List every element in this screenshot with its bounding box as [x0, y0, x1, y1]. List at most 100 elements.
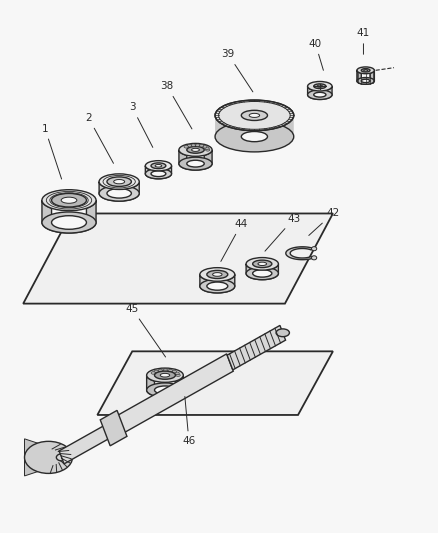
Ellipse shape	[145, 168, 171, 179]
Ellipse shape	[151, 163, 166, 168]
Polygon shape	[111, 354, 233, 436]
Ellipse shape	[356, 77, 374, 84]
Ellipse shape	[249, 114, 259, 117]
Ellipse shape	[179, 157, 212, 170]
Ellipse shape	[107, 189, 131, 198]
Ellipse shape	[206, 282, 227, 290]
Polygon shape	[146, 375, 183, 397]
Ellipse shape	[258, 262, 266, 265]
Polygon shape	[100, 410, 127, 446]
Ellipse shape	[311, 256, 316, 260]
Ellipse shape	[191, 144, 195, 147]
Ellipse shape	[61, 197, 77, 203]
Polygon shape	[199, 274, 234, 293]
Ellipse shape	[199, 279, 234, 293]
Ellipse shape	[51, 216, 86, 229]
Ellipse shape	[313, 92, 325, 97]
Ellipse shape	[191, 148, 199, 151]
Ellipse shape	[154, 386, 175, 394]
Ellipse shape	[154, 370, 158, 373]
Ellipse shape	[113, 180, 124, 184]
Ellipse shape	[276, 329, 289, 337]
Polygon shape	[151, 166, 166, 176]
Ellipse shape	[172, 370, 176, 373]
Ellipse shape	[42, 190, 96, 211]
Ellipse shape	[316, 85, 322, 87]
Polygon shape	[107, 182, 131, 198]
Polygon shape	[186, 150, 204, 167]
Polygon shape	[206, 274, 227, 290]
Ellipse shape	[241, 110, 267, 120]
Text: 41: 41	[356, 28, 369, 54]
Text: 2: 2	[85, 113, 113, 163]
Ellipse shape	[107, 177, 131, 187]
Ellipse shape	[151, 171, 166, 176]
Polygon shape	[313, 86, 325, 97]
Ellipse shape	[154, 371, 175, 379]
Ellipse shape	[176, 374, 180, 376]
Polygon shape	[179, 150, 212, 170]
Ellipse shape	[99, 174, 139, 189]
Polygon shape	[42, 200, 96, 233]
Ellipse shape	[195, 144, 199, 147]
Polygon shape	[215, 115, 293, 152]
Ellipse shape	[184, 146, 188, 148]
Ellipse shape	[179, 143, 212, 156]
Ellipse shape	[246, 267, 278, 280]
Polygon shape	[59, 421, 117, 464]
Ellipse shape	[145, 160, 171, 171]
Text: 43: 43	[265, 214, 300, 251]
Ellipse shape	[205, 147, 208, 149]
Ellipse shape	[168, 369, 172, 372]
Ellipse shape	[202, 146, 207, 148]
Polygon shape	[145, 166, 171, 179]
Ellipse shape	[51, 193, 86, 207]
Ellipse shape	[356, 67, 374, 74]
Ellipse shape	[212, 272, 222, 276]
Ellipse shape	[246, 257, 278, 270]
Ellipse shape	[360, 69, 369, 72]
Polygon shape	[246, 264, 278, 280]
Ellipse shape	[311, 247, 316, 251]
Polygon shape	[23, 214, 332, 304]
Ellipse shape	[186, 147, 204, 154]
Ellipse shape	[252, 260, 271, 268]
Text: 40: 40	[308, 39, 323, 70]
Ellipse shape	[146, 368, 183, 382]
Polygon shape	[360, 70, 369, 83]
Ellipse shape	[215, 100, 293, 131]
Ellipse shape	[155, 165, 161, 167]
Ellipse shape	[363, 69, 367, 71]
Text: 3: 3	[129, 102, 152, 148]
Ellipse shape	[307, 82, 331, 91]
Polygon shape	[307, 86, 331, 100]
Ellipse shape	[151, 372, 155, 374]
Ellipse shape	[158, 369, 162, 372]
Ellipse shape	[186, 160, 204, 167]
Ellipse shape	[199, 268, 234, 281]
Polygon shape	[285, 247, 313, 260]
Polygon shape	[97, 351, 332, 415]
Ellipse shape	[25, 441, 72, 473]
Polygon shape	[51, 200, 86, 229]
Ellipse shape	[160, 373, 170, 377]
Ellipse shape	[307, 90, 331, 100]
Ellipse shape	[241, 132, 267, 142]
Text: 38: 38	[160, 81, 191, 129]
Ellipse shape	[187, 144, 191, 147]
Ellipse shape	[313, 84, 325, 88]
Ellipse shape	[174, 372, 179, 375]
Text: 46: 46	[182, 397, 195, 447]
Text: 39: 39	[221, 50, 252, 92]
Text: 44: 44	[220, 219, 247, 261]
Text: 45: 45	[125, 304, 165, 357]
Ellipse shape	[215, 122, 293, 152]
Ellipse shape	[42, 212, 96, 233]
Polygon shape	[154, 375, 175, 394]
Polygon shape	[356, 70, 374, 84]
Ellipse shape	[146, 383, 183, 397]
Polygon shape	[99, 182, 139, 201]
Ellipse shape	[199, 144, 203, 147]
Ellipse shape	[163, 369, 167, 372]
Polygon shape	[252, 264, 271, 277]
